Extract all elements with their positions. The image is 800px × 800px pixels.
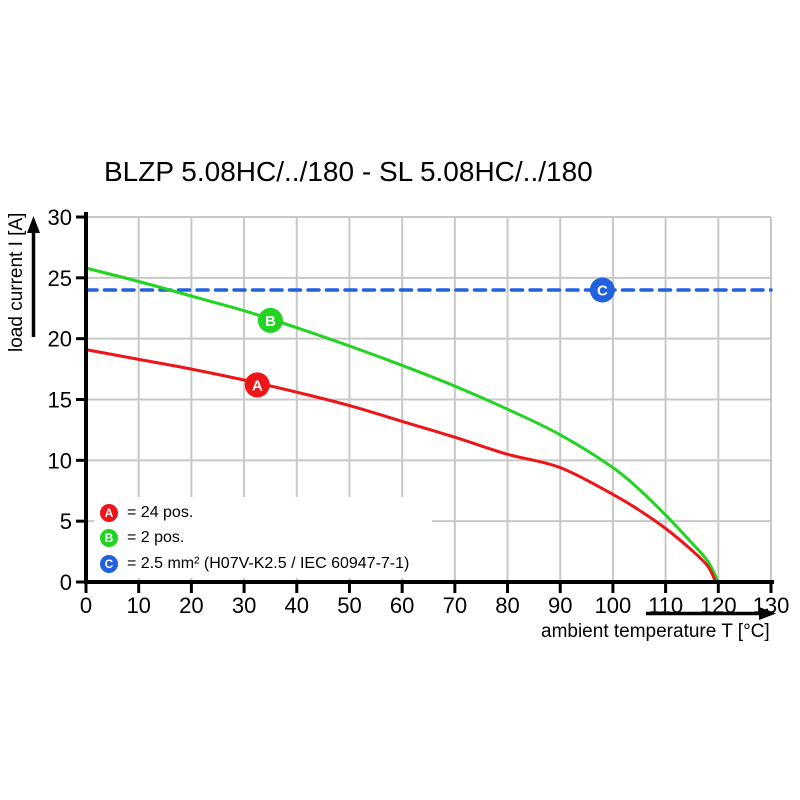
marker-c-letter: C (597, 283, 608, 300)
marker-c-icon (589, 277, 615, 303)
x-tick-label-30: 30 (232, 593, 256, 618)
legend: A = 24 pos. B = 2 pos. C = 2.5 mm² (H07V… (94, 497, 420, 577)
marker-a-icon (244, 372, 270, 398)
y-axis-arrowhead-icon (27, 216, 40, 233)
legend-label-a: = 24 pos. (127, 503, 194, 521)
legend-marker-c-icon: C (100, 554, 118, 573)
x-tick-label-90: 90 (548, 593, 572, 618)
x-axis-arrowhead-icon (759, 607, 776, 620)
x-tick-label-40: 40 (285, 593, 309, 618)
legend-item-b: B = 2 pos. (100, 529, 409, 548)
x-tick-label-80: 80 (495, 593, 519, 618)
y-tick-label-5: 5 (60, 509, 72, 534)
marker-b-icon (257, 307, 283, 333)
legend-item-a: A = 24 pos. (100, 503, 409, 522)
marker-b-letter: B (265, 313, 276, 330)
y-axis-label: load current I [A] (6, 212, 27, 352)
curve-a (84, 348, 718, 584)
y-tick-label-20: 20 (48, 327, 72, 352)
legend-marker-a-icon: A (100, 503, 118, 522)
x-tick-label-100: 100 (595, 593, 632, 618)
y-tick-label-10: 10 (48, 448, 72, 473)
marker-a-letter: A (252, 377, 263, 394)
legend-marker-b-icon: B (100, 529, 118, 547)
x-tick-label-70: 70 (443, 593, 467, 618)
y-tick-label-30: 30 (48, 205, 72, 230)
x-tick-label-50: 50 (337, 593, 361, 618)
x-axis-label: ambient temperature T [°C] (541, 621, 770, 642)
curve-b (84, 266, 720, 584)
x-tick-label-0: 0 (80, 593, 92, 618)
x-tick-label-10: 10 (126, 593, 150, 618)
legend-label-b: = 2 pos. (127, 529, 185, 546)
y-tick-label-25: 25 (48, 266, 72, 291)
y-tick-label-0: 0 (60, 570, 72, 595)
legend-label-c: = 2.5 mm² (H07V-K2.5 / IEC 60947-7-1) (127, 554, 410, 572)
x-tick-label-20: 20 (179, 593, 203, 618)
x-tick-label-60: 60 (390, 593, 414, 618)
chart-title: BLZP 5.08HC/../180 - SL 5.08HC/../180 (104, 156, 593, 187)
legend-item-c: C = 2.5 mm² (H07V-K2.5 / IEC 60947-7-1) (100, 554, 409, 573)
y-tick-label-15: 15 (48, 388, 72, 413)
